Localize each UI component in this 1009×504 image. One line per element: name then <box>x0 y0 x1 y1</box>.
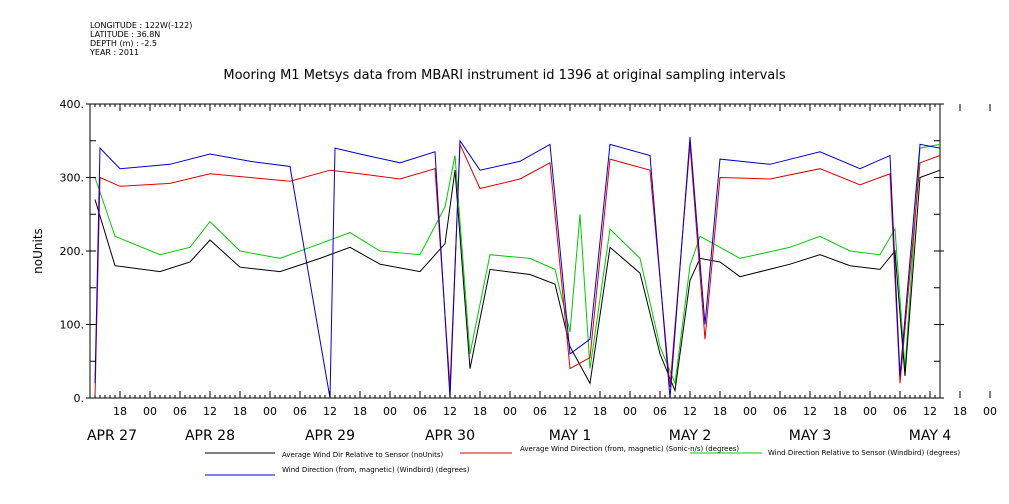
x-tick-label: 18 <box>713 405 727 418</box>
x-tick-label: 06 <box>893 405 907 418</box>
plot-frame <box>89 103 941 399</box>
series-line <box>94 144 941 399</box>
legend-label: Average Wind Dir Relative to Sensor (noU… <box>282 451 443 459</box>
series-line <box>94 143 941 386</box>
legend-label: Wind Direction (from, magnetic) (Windbir… <box>282 466 470 474</box>
x-tick-label: 00 <box>623 405 637 418</box>
series-line <box>94 137 941 399</box>
x-tick-label: 12 <box>923 405 937 418</box>
x-tick-label: 18 <box>953 405 967 418</box>
y-tick-label: 100. <box>60 319 85 332</box>
y-tick-label: 300. <box>60 172 85 185</box>
x-tick-label: 00 <box>743 405 757 418</box>
x-tick-label: 00 <box>863 405 877 418</box>
series-layer <box>94 137 941 399</box>
x-tick-label: 06 <box>653 405 667 418</box>
axes-layer: 0. 100. 200. 300. 400. noUnits 18 00 06 12 18 00 06 1… <box>31 98 997 444</box>
x-tick-label: 00 <box>143 405 157 418</box>
y-axis-label: noUnits <box>31 228 45 274</box>
x-date-label: APR 27 <box>87 428 137 444</box>
y-tick-label: 400. <box>60 98 85 111</box>
x-tick-label: 12 <box>683 405 697 418</box>
x-date-label: APR 28 <box>185 428 235 444</box>
x-date-label: APR 29 <box>305 428 355 444</box>
meta-line: LATITUDE : 36.8N <box>90 30 161 39</box>
x-date-label: MAY 2 <box>669 428 711 444</box>
x-tick-label: 12 <box>803 405 817 418</box>
x-tick-label: 06 <box>173 405 187 418</box>
x-tick-label: 12 <box>563 405 577 418</box>
meta-line: DEPTH (m) : -2.5 <box>90 39 157 48</box>
y-tick-label: 200. <box>60 245 85 258</box>
legend: Average Wind Dir Relative to Sensor (noU… <box>205 445 960 476</box>
x-tick-label: 00 <box>263 405 277 418</box>
chart-title: Mooring M1 Metsys data from MBARI instru… <box>223 68 786 83</box>
meta-line: YEAR : 2011 <box>90 48 140 57</box>
x-tick-label: 00 <box>383 405 397 418</box>
x-tick-label: 18 <box>833 405 847 418</box>
series-line <box>94 169 941 393</box>
metadata-block: LONGITUDE : 122W(-122) LATITUDE : 36.8N … <box>90 21 192 57</box>
x-date-label: MAY 1 <box>549 428 591 444</box>
x-tick-label: 18 <box>113 405 127 418</box>
x-tick-label: 06 <box>773 405 787 418</box>
x-tick-label: 00 <box>503 405 517 418</box>
x-tick-label: 06 <box>293 405 307 418</box>
x-tick-label: 18 <box>593 405 607 418</box>
x-tick-label: 18 <box>353 405 367 418</box>
legend-label: Wind Direction Relative to Sensor (Windb… <box>768 449 960 457</box>
plot-border <box>89 103 941 399</box>
x-tick-label: 06 <box>533 405 547 418</box>
x-tick-label: 12 <box>443 405 457 418</box>
x-tick-label: 18 <box>473 405 487 418</box>
x-tick-label: 12 <box>323 405 337 418</box>
x-tick-label: 18 <box>233 405 247 418</box>
legend-label: Average Wind Direction (from, magnetic) … <box>520 445 739 453</box>
x-date-label: APR 30 <box>425 428 475 444</box>
x-date-label: MAY 3 <box>789 428 831 444</box>
y-tick-label: 0. <box>74 392 85 405</box>
x-tick-label: 06 <box>413 405 427 418</box>
x-date-label: MAY 4 <box>909 428 952 444</box>
x-tick-label: 00 <box>983 405 997 418</box>
meta-line: LONGITUDE : 122W(-122) <box>90 21 193 30</box>
x-tick-label: 12 <box>203 405 217 418</box>
